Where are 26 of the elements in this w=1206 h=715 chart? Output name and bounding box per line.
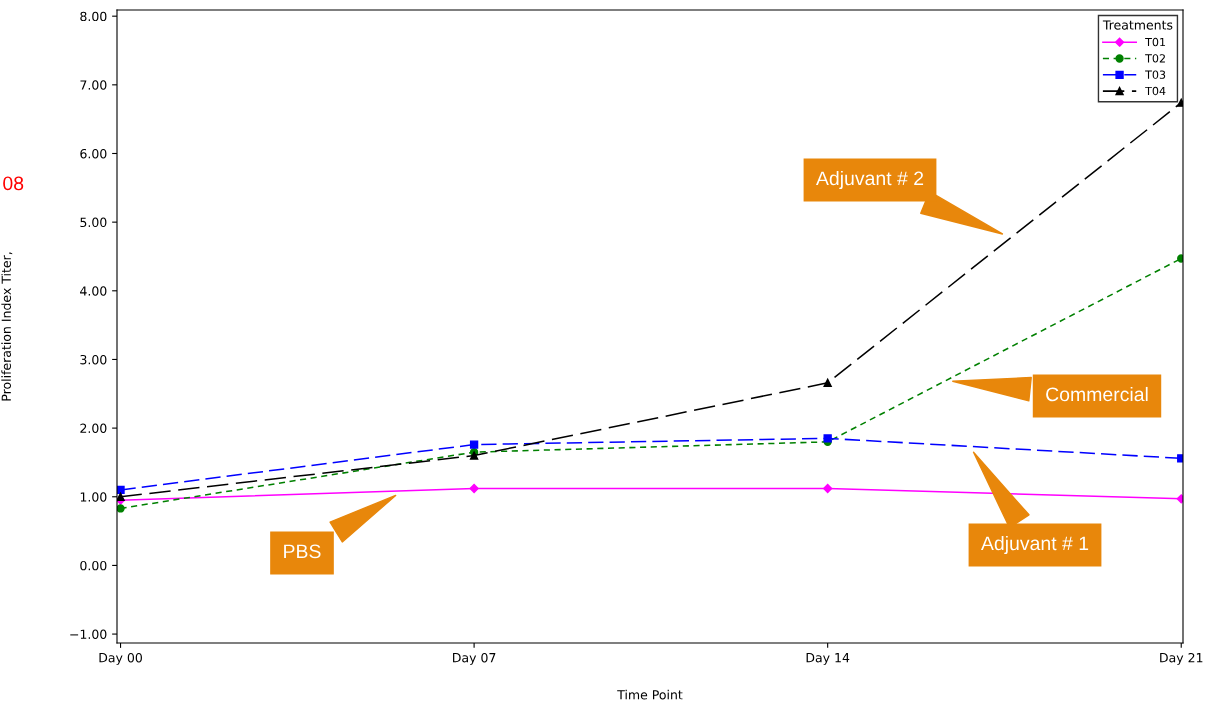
- annotation: Adjuvant # 1: [980, 535, 1089, 555]
- x-axis-title: Time Point: [617, 689, 683, 700]
- y-tick-label: 8.00: [80, 11, 107, 22]
- text: 08: [3, 176, 24, 191]
- legend-title: Treatments: [1102, 20, 1173, 30]
- y-tick-label: 4.00: [80, 286, 107, 296]
- legend-label: T02: [1145, 54, 1165, 63]
- y-tick-label: 7.00: [80, 80, 107, 90]
- y-tick-label: 5.00: [80, 217, 107, 228]
- annotation: PBS: [284, 544, 321, 559]
- y-tick-label: −1.00: [70, 629, 107, 639]
- y-tick-label: 3.00: [80, 354, 107, 365]
- y-tick-label: 6.00: [80, 148, 107, 159]
- x-tick-label: Day 07: [453, 652, 496, 665]
- x-tick-label: Day 00: [99, 652, 142, 665]
- legend-label: T03: [1145, 70, 1166, 79]
- y-axis-title: Proliferation Index Titer,: [1, 252, 13, 401]
- y-tick-label: 0.00: [80, 560, 107, 571]
- y-tick-label: 2.00: [80, 423, 107, 434]
- legend-label: T01: [1145, 37, 1166, 47]
- annotation: Adjuvant # 2: [815, 170, 924, 190]
- legend-label: T04: [1145, 86, 1166, 96]
- annotation: Commercial: [1046, 386, 1148, 402]
- x-tick-label: Day 21: [1160, 652, 1203, 665]
- x-tick-label: Day 14: [806, 653, 850, 665]
- y-tick-label: 1.00: [80, 492, 107, 502]
